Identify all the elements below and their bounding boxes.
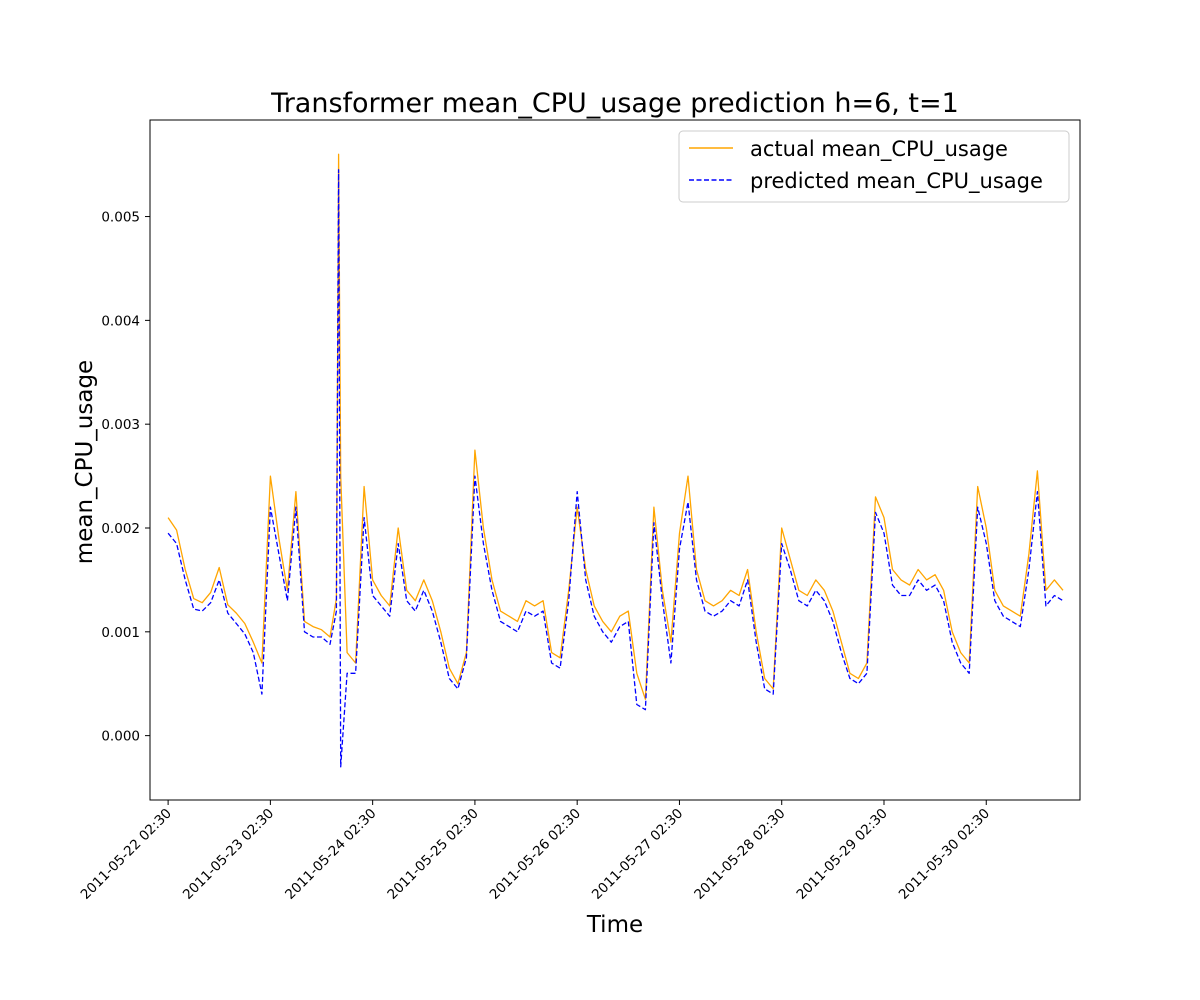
plot-frame <box>149 119 1081 801</box>
y-tick-label: 0.004 <box>101 313 140 329</box>
y-tick-label: 0.000 <box>101 729 140 745</box>
series-line-actual <box>167 153 1064 700</box>
series-layer <box>167 153 1064 768</box>
y-tick-label: 0.003 <box>101 417 140 433</box>
legend-label-actual: actual mean_CPU_usage <box>750 137 1008 162</box>
legend-label-predicted: predicted mean_CPU_usage <box>750 169 1043 194</box>
legend: actual mean_CPU_usage predicted mean_CPU… <box>678 130 1070 203</box>
x-axis-label: Time <box>586 912 643 938</box>
y-tick-label: 0.002 <box>101 521 140 537</box>
y-tick-label: 0.005 <box>101 210 140 226</box>
chart-title: Transformer mean_CPU_usage prediction h=… <box>270 88 959 119</box>
y-axis-label: mean_CPU_usage <box>72 360 98 564</box>
legend-box <box>678 130 1070 203</box>
y-axis: 0.000 0.001 0.002 0.003 0.004 0.005 <box>101 210 150 745</box>
y-tick-label: 0.001 <box>101 625 140 641</box>
series-line-predicted <box>167 169 1064 768</box>
